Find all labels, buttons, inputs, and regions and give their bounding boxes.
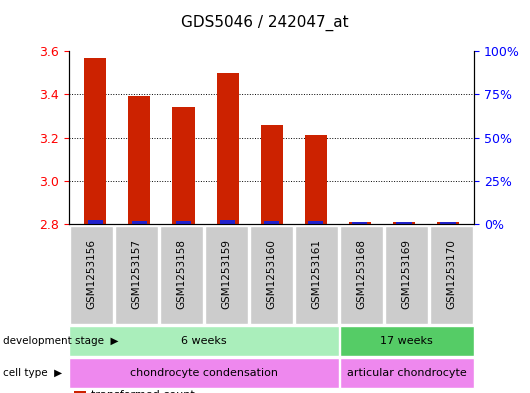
Text: transformed count: transformed count xyxy=(91,390,195,393)
Text: cell type  ▶: cell type ▶ xyxy=(3,368,62,378)
Bar xyxy=(128,96,151,224)
Bar xyxy=(308,221,323,224)
Bar xyxy=(393,222,415,224)
Text: development stage  ▶: development stage ▶ xyxy=(3,336,118,346)
Bar xyxy=(172,107,195,224)
Bar xyxy=(264,221,279,224)
Text: GSM1253157: GSM1253157 xyxy=(131,239,142,309)
Text: 17 weeks: 17 weeks xyxy=(381,336,433,346)
Text: GDS5046 / 242047_at: GDS5046 / 242047_at xyxy=(181,15,349,31)
Bar xyxy=(176,221,191,224)
Bar xyxy=(84,58,107,224)
Text: GSM1253159: GSM1253159 xyxy=(222,239,232,309)
Bar xyxy=(305,135,326,224)
Bar xyxy=(261,125,282,224)
Text: chondrocyte condensation: chondrocyte condensation xyxy=(130,368,278,378)
Bar xyxy=(352,222,367,224)
Text: GSM1253170: GSM1253170 xyxy=(447,239,457,309)
Bar xyxy=(87,220,103,224)
Text: GSM1253156: GSM1253156 xyxy=(86,239,96,309)
Text: GSM1253168: GSM1253168 xyxy=(357,239,367,309)
Bar xyxy=(217,73,238,224)
Text: articular chondrocyte: articular chondrocyte xyxy=(347,368,466,378)
Bar xyxy=(349,222,371,224)
Text: GSM1253169: GSM1253169 xyxy=(402,239,412,309)
Bar xyxy=(437,222,459,224)
Bar xyxy=(220,220,235,224)
Bar xyxy=(440,222,456,224)
Text: GSM1253161: GSM1253161 xyxy=(312,239,322,309)
Text: 6 weeks: 6 weeks xyxy=(181,336,227,346)
Bar xyxy=(131,221,147,224)
Text: GSM1253160: GSM1253160 xyxy=(267,239,277,309)
Bar xyxy=(396,222,412,224)
Text: GSM1253158: GSM1253158 xyxy=(176,239,187,309)
